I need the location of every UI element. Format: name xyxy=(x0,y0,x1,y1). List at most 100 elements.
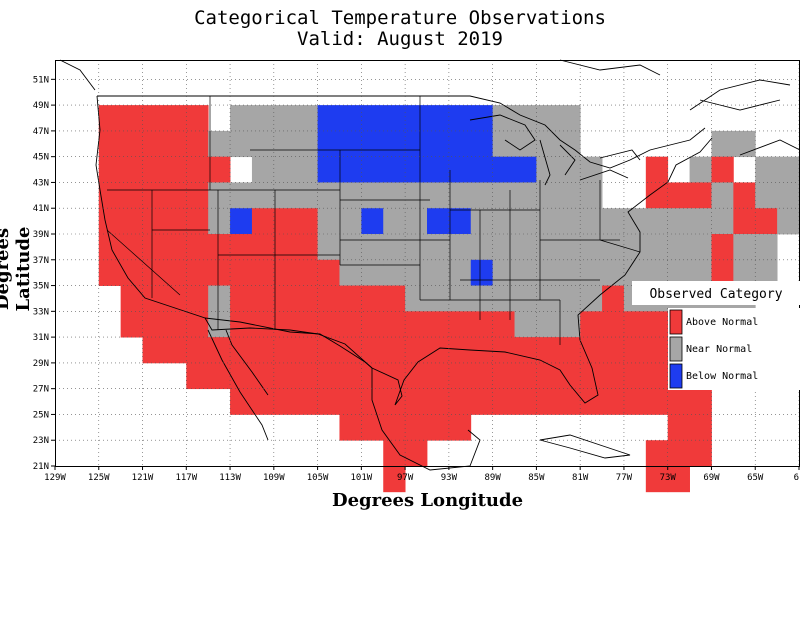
grid-cell xyxy=(667,388,690,415)
grid-cell xyxy=(273,130,297,158)
grid-cell xyxy=(405,130,428,158)
grid-cell xyxy=(339,388,362,415)
grid-cell xyxy=(470,311,494,338)
grid-cell xyxy=(317,105,340,132)
grid-cell xyxy=(383,285,406,312)
grid-cell xyxy=(317,311,340,338)
grid-cell xyxy=(755,182,778,209)
grid-cell xyxy=(120,208,143,235)
grid-cell xyxy=(602,208,625,235)
grid-cell xyxy=(383,388,406,415)
grid-cell xyxy=(295,208,318,235)
grid-cell xyxy=(251,182,275,209)
legend: Observed Category Above Normal Near Normal… xyxy=(632,281,800,390)
grid-cell xyxy=(273,208,297,235)
grid-cell xyxy=(645,259,669,286)
y-tick-label: 21N xyxy=(33,462,49,472)
grid-cell xyxy=(383,234,406,261)
grid-cell xyxy=(667,182,690,209)
grid-cell xyxy=(273,311,297,338)
longitude-ticks: 129W 125W 121W 117W 113W 109W 105W 101W 97W 93W 89… xyxy=(44,466,800,483)
grid-cell xyxy=(580,259,603,286)
grid-cell xyxy=(120,311,143,338)
grid-cell xyxy=(514,285,537,312)
grid-cell xyxy=(339,130,362,158)
grid-cell xyxy=(208,182,231,209)
grid-cell xyxy=(536,388,559,415)
cuba xyxy=(539,434,631,459)
grid-cell xyxy=(492,105,515,132)
grid-cell xyxy=(317,130,340,158)
grid-cell xyxy=(383,156,406,183)
grid-cell xyxy=(492,156,515,183)
y-tick-label: 35N xyxy=(33,282,49,292)
grid-cell xyxy=(645,234,669,261)
grid-cell xyxy=(273,182,297,209)
grid-cell xyxy=(448,208,472,235)
grid-cell xyxy=(711,234,734,261)
grid-cell xyxy=(295,234,318,261)
grid-cell xyxy=(514,388,537,415)
grid-cell xyxy=(339,234,362,261)
x-tick-label: 85W xyxy=(528,473,545,483)
grid-cell xyxy=(514,182,537,209)
grid-cell xyxy=(558,285,581,312)
grid-cell xyxy=(580,182,603,209)
grid-cell xyxy=(273,388,297,415)
grid-cell xyxy=(602,337,625,364)
grid-cell xyxy=(164,259,187,286)
grid-cell xyxy=(186,105,209,132)
grid-cell xyxy=(230,388,253,415)
grid-cell xyxy=(470,259,494,286)
grid-cell xyxy=(427,285,450,312)
grid-cell xyxy=(536,259,559,286)
grid-cell xyxy=(492,337,515,364)
grid-cell xyxy=(120,285,143,312)
grid-cell xyxy=(405,234,428,261)
category-cells xyxy=(98,105,800,493)
grid-cell xyxy=(492,208,515,235)
legend-label: Near Normal xyxy=(686,344,752,355)
legend-title: Observed Category xyxy=(649,287,782,302)
grid-cell xyxy=(251,105,275,132)
map-subtitle: Valid: August 2019 xyxy=(297,28,503,50)
grid-cell xyxy=(208,234,231,261)
grid-cell xyxy=(208,285,231,312)
us-coastline xyxy=(95,95,713,406)
grid-cell xyxy=(558,208,581,235)
grid-cell xyxy=(251,388,275,415)
grid-cell xyxy=(317,259,340,286)
grid-cell xyxy=(448,105,472,132)
grid-cell xyxy=(230,130,253,158)
y-tick-label: 25N xyxy=(33,410,49,420)
x-tick-label: 89W xyxy=(485,473,502,483)
legend-item-bg xyxy=(668,308,800,336)
grid-cell xyxy=(558,105,581,132)
grid-cell xyxy=(645,156,669,183)
legend-swatch xyxy=(669,336,683,362)
grid-cell xyxy=(623,208,647,235)
grid-cell xyxy=(339,414,362,441)
grid-cell xyxy=(580,362,603,390)
grid-cell xyxy=(536,285,559,312)
grid-cell xyxy=(273,234,297,261)
grid-cell xyxy=(536,362,559,390)
x-tick-label: 61 xyxy=(794,473,800,483)
x-tick-label: 121W xyxy=(132,473,154,483)
grid-cell xyxy=(602,285,625,312)
grid-cell xyxy=(405,388,428,415)
grid-cell xyxy=(361,105,384,132)
grid-cell xyxy=(602,311,625,338)
grid-cell xyxy=(186,234,209,261)
grid-cell xyxy=(230,259,253,286)
grid-cell xyxy=(98,156,122,183)
grid-cell xyxy=(777,182,800,209)
grid-cell xyxy=(273,105,297,132)
grid-cell xyxy=(733,234,756,261)
grid-cell xyxy=(164,182,187,209)
mexico-border xyxy=(204,317,373,369)
grid-cell xyxy=(208,337,231,364)
grid-cell xyxy=(142,182,165,209)
grid-cell xyxy=(295,156,318,183)
grid-cell xyxy=(645,208,669,235)
